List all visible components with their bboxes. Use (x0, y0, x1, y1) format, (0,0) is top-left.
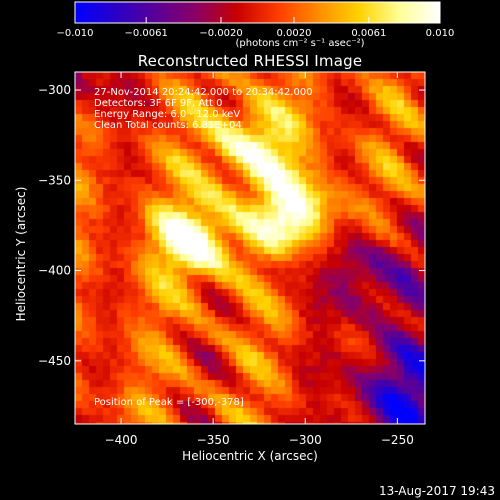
footer-date: 13-Aug-2017 19:43 (378, 484, 495, 498)
colorbar-tick-label: −0.0061 (124, 28, 167, 39)
x-tick-label: −400 (105, 433, 138, 447)
x-tick-label: −300 (289, 433, 322, 447)
y-tick-label: −400 (38, 264, 71, 278)
annotation-time-range: 27-Nov-2014 20:24:42.000 to 20:34:42.000 (94, 87, 313, 98)
colorbar-tick-label: 0.0020 (277, 28, 312, 39)
colorbar-gradient (74, 1, 441, 24)
chart-title: Reconstructed RHESSI Image (137, 52, 363, 70)
y-tick-label: −450 (38, 354, 71, 368)
annotation-energy-range: Energy Range: 6.0 - 12.0 keV (94, 109, 241, 120)
x-axis-label: Heliocentric X (arcsec) (182, 449, 318, 463)
colorbar-tick-label: 0.0061 (351, 28, 386, 39)
colorbar-unit-label: (photons cm⁻² s⁻¹ asec⁻²) (235, 38, 365, 49)
y-axis-label: Heliocentric Y (arcsec) (14, 186, 28, 322)
colorbar-tick-label: 0.010 (426, 28, 455, 39)
y-tick-label: −300 (38, 83, 71, 97)
y-tick-label: −350 (38, 173, 71, 187)
annotation-clean-counts: Clean Total counts: 6.81E+04 (94, 120, 242, 131)
colorbar: −0.010 −0.0061 −0.0020 0.0020 0.0061 0.010 (56, 1, 455, 39)
annotation-detectors: Detectors: 3F 6F 9F, Att 0 (94, 98, 223, 109)
colorbar-tick-label: −0.010 (56, 28, 93, 39)
annotation-peak-position: Position of Peak = [-300,-378] (94, 397, 244, 408)
x-tick-label: −250 (381, 433, 414, 447)
x-tick-label: −350 (197, 433, 230, 447)
colorbar-tick-label: −0.0020 (199, 28, 242, 39)
